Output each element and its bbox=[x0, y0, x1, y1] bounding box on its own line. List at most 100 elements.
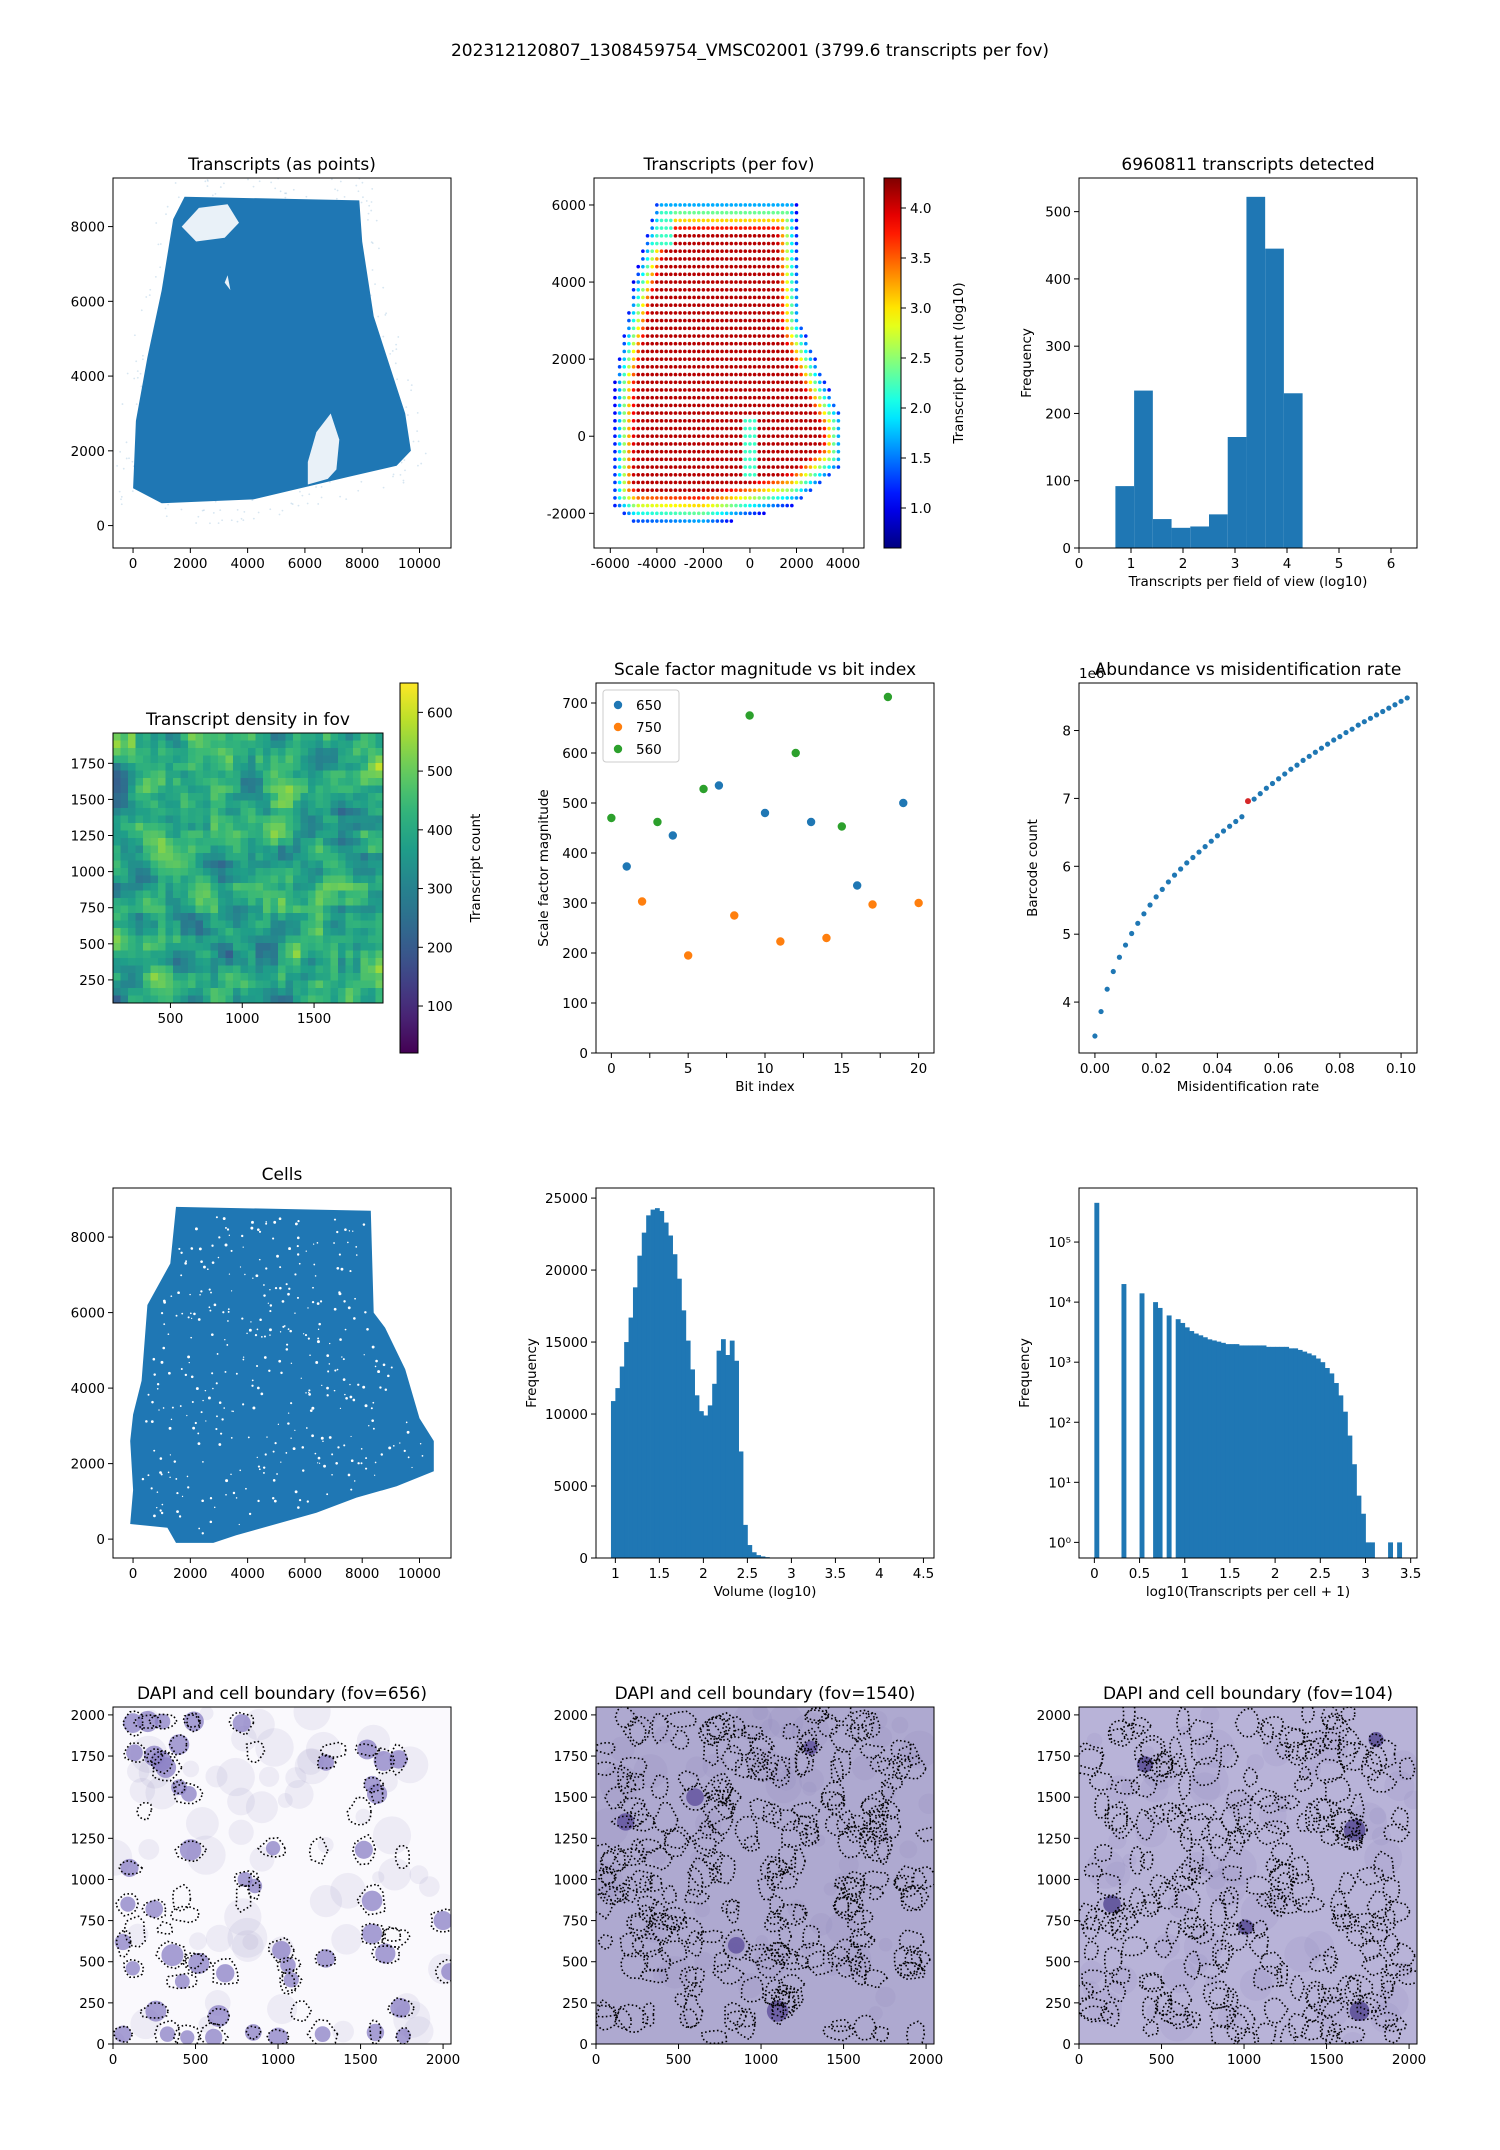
density-cell bbox=[323, 868, 332, 877]
density-cell bbox=[263, 748, 272, 757]
fov-point bbox=[738, 287, 743, 292]
abundance-point bbox=[1300, 757, 1306, 763]
cell-boundary bbox=[132, 1714, 162, 1729]
fov-point bbox=[780, 419, 785, 423]
density-cell bbox=[225, 763, 234, 772]
density-cell bbox=[345, 980, 354, 989]
y-tick-label: 600 bbox=[562, 746, 588, 762]
fov-point bbox=[734, 318, 738, 323]
dapi-texture bbox=[205, 1765, 228, 1788]
density-cell bbox=[278, 800, 287, 809]
density-cell bbox=[173, 943, 182, 952]
fov-point bbox=[720, 280, 724, 284]
density-cell bbox=[300, 988, 309, 997]
density-cell bbox=[345, 928, 354, 937]
fov-point bbox=[780, 380, 785, 385]
density-cell bbox=[113, 815, 122, 824]
fov-point bbox=[650, 303, 654, 307]
fov-point bbox=[804, 426, 808, 431]
transcript-halo-point bbox=[221, 519, 224, 522]
density-cell bbox=[270, 853, 279, 862]
fov-point bbox=[687, 349, 692, 354]
cell-boundary bbox=[1380, 1974, 1396, 1994]
cell-gap bbox=[296, 1296, 300, 1299]
density-cell bbox=[255, 800, 264, 809]
density-cell bbox=[263, 860, 272, 869]
fov-point bbox=[762, 241, 766, 246]
cell-boundary bbox=[699, 1820, 715, 1837]
fov-point bbox=[720, 341, 724, 346]
density-cell bbox=[143, 950, 152, 959]
x-tick-label: 4000 bbox=[826, 556, 860, 572]
cell-boundary bbox=[1247, 1932, 1270, 1958]
density-cell bbox=[173, 853, 182, 862]
cell-gap bbox=[156, 1383, 160, 1386]
cell-boundary bbox=[661, 1883, 678, 1905]
fov-point bbox=[715, 234, 720, 238]
plot-area-density_fov bbox=[113, 733, 383, 1003]
density-cell bbox=[368, 883, 377, 892]
transcript-halo-point bbox=[367, 212, 370, 215]
fov-point bbox=[636, 496, 641, 500]
histogram-bar bbox=[1370, 1542, 1375, 1558]
fov-point bbox=[752, 349, 757, 354]
fov-point bbox=[645, 349, 650, 354]
cell-gap bbox=[371, 1345, 375, 1349]
fov-point bbox=[776, 203, 780, 207]
density-cell bbox=[135, 973, 144, 982]
fov-point bbox=[701, 295, 706, 300]
density-cell bbox=[143, 965, 152, 974]
histogram-bar bbox=[1121, 1284, 1127, 1558]
density-cell bbox=[338, 875, 347, 884]
fov-point bbox=[748, 496, 752, 500]
fov-point bbox=[776, 380, 780, 385]
histogram-bar bbox=[1360, 1513, 1366, 1558]
dapi-texture bbox=[1200, 1707, 1220, 1725]
density-cell bbox=[270, 898, 279, 907]
density-cell bbox=[233, 920, 242, 929]
fov-point bbox=[682, 303, 687, 307]
cell-gap bbox=[225, 1479, 229, 1483]
fov-point bbox=[650, 496, 654, 500]
abundance-point bbox=[1116, 954, 1123, 960]
density-cell bbox=[240, 890, 249, 899]
dapi-texture bbox=[638, 1846, 653, 1861]
density-cell bbox=[180, 770, 189, 779]
fov-point bbox=[776, 318, 780, 323]
histogram-bar bbox=[1351, 1464, 1357, 1558]
fov-point bbox=[706, 488, 710, 492]
x-tick-label: -2000 bbox=[684, 556, 723, 572]
fov-point bbox=[613, 480, 617, 485]
fov-point bbox=[631, 503, 636, 508]
fov-point bbox=[804, 334, 808, 338]
fov-point bbox=[706, 226, 710, 230]
cell-gap bbox=[199, 1293, 201, 1296]
x-tick-label: 6000 bbox=[288, 1566, 322, 1582]
density-cell bbox=[315, 928, 324, 937]
fov-point bbox=[817, 419, 822, 423]
density-cell bbox=[240, 965, 249, 974]
abundance-point bbox=[1398, 698, 1404, 704]
histogram-bar bbox=[1243, 1345, 1249, 1558]
cell-boundary bbox=[1140, 1734, 1167, 1765]
fov-point bbox=[706, 264, 710, 269]
transcript-halo-point bbox=[140, 309, 143, 312]
density-cell bbox=[263, 845, 272, 854]
fov-point bbox=[734, 365, 738, 369]
fov-point bbox=[641, 272, 645, 277]
density-cell bbox=[158, 800, 167, 809]
fov-point bbox=[729, 449, 734, 454]
density-cell bbox=[240, 748, 249, 757]
dapi-texture bbox=[755, 1934, 769, 1948]
fov-point bbox=[729, 411, 734, 415]
nucleus bbox=[354, 1840, 373, 1859]
density-cell bbox=[120, 748, 129, 757]
fov-point bbox=[729, 442, 734, 446]
fov-point bbox=[757, 295, 762, 300]
transcript-halo-point bbox=[330, 178, 333, 181]
fov-point bbox=[771, 434, 776, 439]
cell-gap bbox=[259, 1318, 262, 1321]
fov-point bbox=[622, 496, 627, 500]
density-cell bbox=[210, 770, 219, 779]
fov-point bbox=[748, 403, 752, 408]
